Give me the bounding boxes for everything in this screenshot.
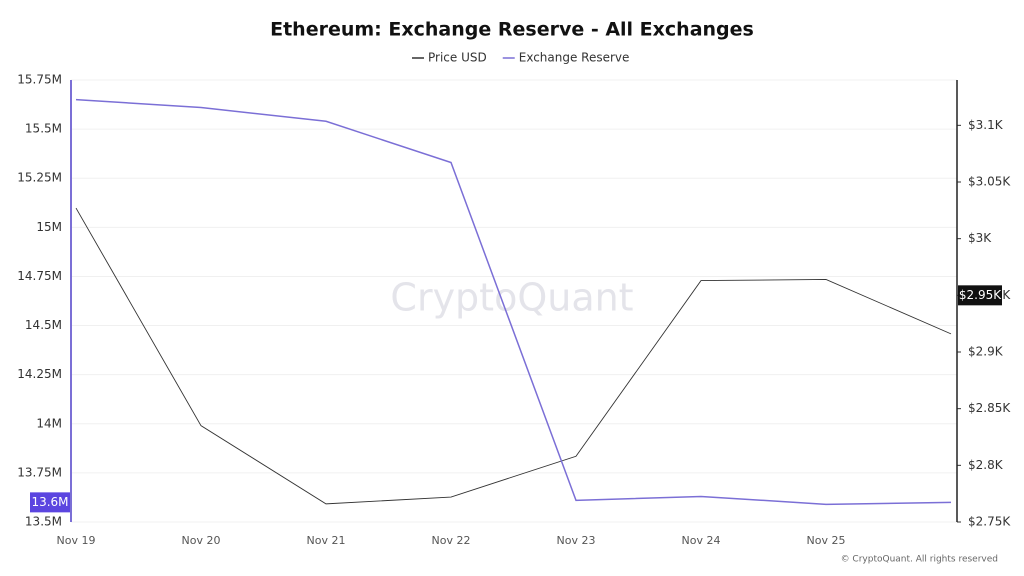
y2-tick-label: $2.8K [968, 458, 1004, 472]
y2-tick-label: $2.75K [968, 515, 1011, 529]
y2-tick-label: $3K [968, 231, 992, 245]
watermark: CryptoQuant [390, 276, 633, 320]
y-tick-label: 14M [36, 416, 62, 430]
axis-marker [30, 492, 70, 513]
y-tick-label: 15.25M [17, 171, 62, 185]
x-tick-label: Nov 23 [557, 534, 596, 547]
y-tick-label: 13.75M [17, 465, 62, 479]
footer: © CryptoQuant. All rights reserved [841, 555, 998, 565]
y2-tick-label: $2.85K [968, 401, 1011, 415]
y2-tick-label: $3.05K [968, 175, 1011, 189]
y-tick-label: 15M [36, 220, 62, 234]
chart-title: Ethereum: Exchange Reserve - All Exchang… [270, 19, 754, 41]
x-tick-label: Nov 24 [682, 534, 721, 547]
y2-tick-label: $3.1K [968, 118, 1004, 132]
x-tick-label: Nov 21 [307, 534, 346, 547]
x-tick-label: Nov 19 [57, 534, 96, 547]
x-tick-label: Nov 20 [182, 534, 221, 547]
y-tick-label: 15.75M [17, 73, 62, 87]
series-line [75, 207, 952, 505]
y-tick-label: 14.75M [17, 269, 62, 283]
series-line [75, 98, 952, 506]
y-tick-label: 15.5M [25, 122, 62, 136]
axis-marker-label: $2.95K [959, 288, 1002, 302]
y-tick-label: 14.25M [17, 367, 62, 381]
y-tick-label: 14.5M [25, 318, 62, 332]
legend-label: Exchange Reserve [519, 51, 630, 65]
x-tick-label: Nov 25 [807, 534, 846, 547]
y2-tick-label: $2.9K [968, 345, 1004, 359]
x-tick-label: Nov 22 [432, 534, 471, 547]
axis-marker [958, 285, 1002, 306]
legend-label: Price USD [428, 51, 487, 65]
y-tick-label: 13.5M [25, 515, 62, 529]
axis-marker-label: 13.6M [31, 495, 68, 509]
